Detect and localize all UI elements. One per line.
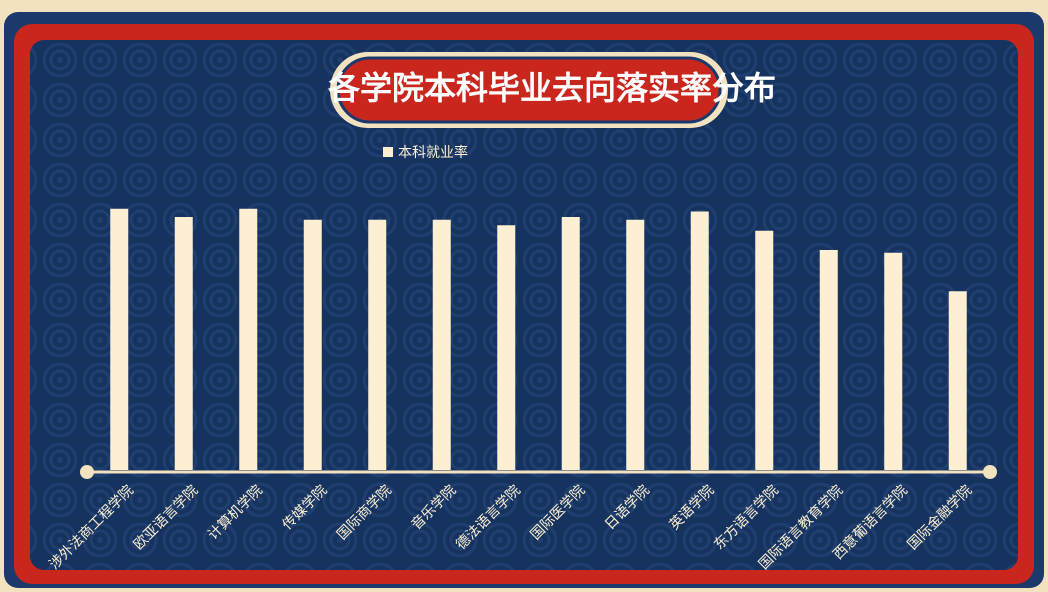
bar — [819, 250, 838, 470]
bar — [497, 225, 516, 470]
bar — [755, 230, 774, 470]
legend-swatch — [383, 147, 393, 157]
bar — [303, 219, 322, 470]
bar — [368, 219, 387, 470]
bar — [432, 219, 451, 470]
bar — [884, 252, 903, 470]
axis-dot — [80, 465, 94, 479]
legend-label: 本科就业率 — [398, 144, 468, 161]
chart-title: 各学院本科毕业去向落实率分布 — [328, 69, 776, 107]
bar — [626, 219, 645, 470]
bar — [239, 208, 258, 470]
title-badge — [336, 56, 722, 124]
bar — [174, 217, 193, 470]
bar — [561, 217, 580, 470]
axis-dot — [983, 465, 997, 479]
bar — [948, 291, 967, 470]
bar — [110, 208, 129, 470]
bar — [690, 211, 709, 470]
